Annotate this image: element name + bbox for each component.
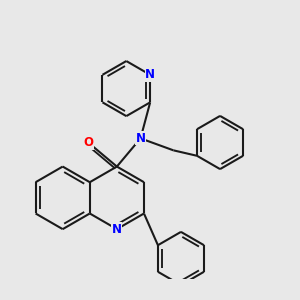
Text: N: N <box>136 132 146 145</box>
Text: N: N <box>145 68 155 81</box>
Text: O: O <box>84 136 94 149</box>
Text: N: N <box>112 223 122 236</box>
